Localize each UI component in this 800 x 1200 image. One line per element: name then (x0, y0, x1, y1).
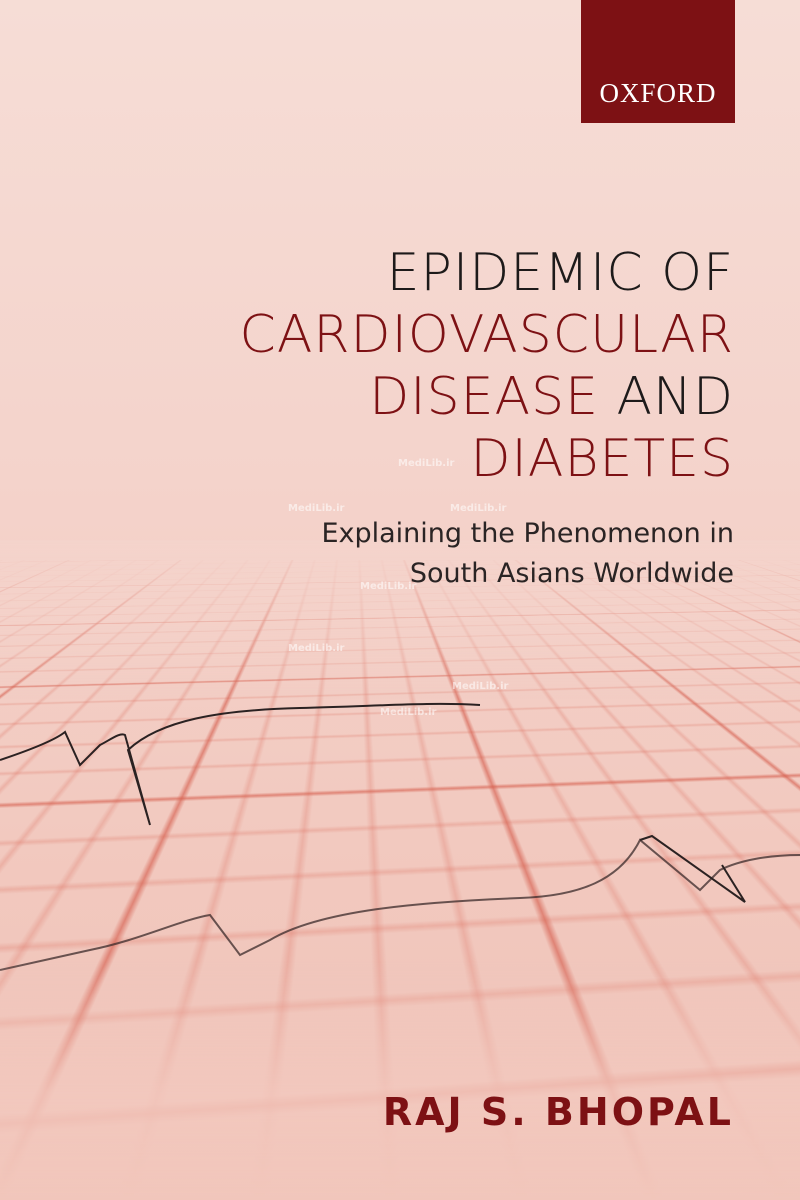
publisher-name: OXFORD (599, 78, 716, 109)
watermark: MediLib.ir (450, 503, 506, 514)
title-word: AND (616, 367, 734, 427)
title-line: CARDIOVASCULAR (240, 304, 734, 366)
watermark: MediLib.ir (398, 458, 454, 469)
watermark: MediLib.ir (360, 581, 416, 592)
author-name: RAJ S. BHOPAL (383, 1090, 734, 1134)
title-word: DISEASE (369, 367, 599, 427)
book-title: EPIDEMIC OF CARDIOVASCULAR DISEASE AND D… (240, 242, 734, 490)
title-line: DIABETES (240, 428, 734, 490)
subtitle-line: Explaining the Phenomenon in (321, 514, 734, 554)
title-line: EPIDEMIC OF (240, 242, 734, 304)
ecg-trace (0, 640, 800, 1000)
watermark: MediLib.ir (452, 681, 508, 692)
watermark: MediLib.ir (380, 707, 436, 718)
watermark: MediLib.ir (288, 643, 344, 654)
watermark: MediLib.ir (288, 503, 344, 514)
publisher-logo: OXFORD (581, 0, 735, 123)
fade-overlay (0, 960, 800, 1200)
